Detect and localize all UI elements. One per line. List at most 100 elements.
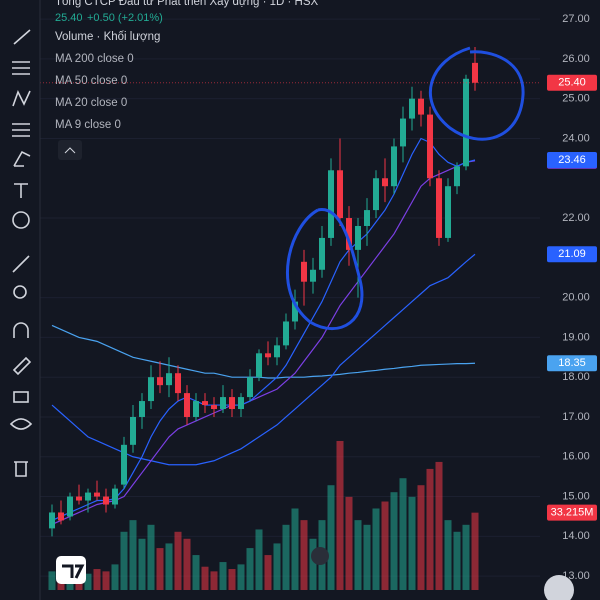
candle-body (274, 345, 280, 358)
candle-body (400, 118, 406, 147)
volume-bar (210, 571, 218, 590)
volume-bar (336, 440, 344, 590)
volume-bar (372, 508, 380, 590)
candle-body (391, 146, 397, 187)
ma-value-label: 23.46 (558, 154, 586, 166)
candle-body (310, 269, 316, 282)
text-tool[interactable] (14, 183, 28, 198)
magnet-tool[interactable] (13, 322, 29, 338)
volume-bar (111, 564, 119, 590)
candle-body (238, 397, 244, 410)
volume-bar (255, 529, 263, 590)
volume-bar (309, 538, 317, 590)
y-tick-label: 26.00 (562, 53, 590, 65)
volume-bar (93, 569, 101, 590)
volume-value-label-bg (547, 504, 597, 521)
candle-body (139, 401, 145, 417)
pattern-tool[interactable] (12, 89, 31, 107)
candle-body (67, 496, 73, 517)
emoji-tool[interactable] (12, 211, 30, 229)
candle-body (346, 218, 352, 250)
trend-tool[interactable] (13, 29, 31, 45)
candle-body (472, 62, 478, 83)
ma-line (51, 137, 476, 521)
visibility-tool[interactable] (9, 418, 33, 430)
volume-bar (102, 571, 110, 590)
collapse-button[interactable] (58, 140, 82, 160)
hand-circle (428, 46, 525, 141)
candle-body (211, 405, 217, 410)
candle-body (454, 166, 460, 187)
candle-body (256, 353, 262, 378)
candle-body (382, 178, 388, 187)
volume-bar (417, 485, 425, 590)
legend-entry: MA 9 close 0 (55, 119, 121, 131)
ma-value-label: 18.35 (558, 357, 586, 369)
fib-tool[interactable] (12, 123, 30, 137)
scroll-button[interactable] (544, 575, 574, 600)
y-tick-label: 16.00 (562, 451, 590, 463)
volume-bar (327, 485, 335, 590)
volume-bar (120, 531, 128, 590)
candle-body (355, 225, 361, 250)
volume-bar (165, 543, 173, 590)
candle-body (373, 178, 379, 211)
candle-body (49, 512, 55, 529)
ma-value-label-bg (547, 246, 597, 263)
collapse-icon (64, 147, 76, 154)
candle-body (283, 321, 289, 346)
candle-body (418, 98, 424, 115)
candle-body (445, 186, 451, 238)
volume-bar (237, 564, 245, 590)
volume-bar (228, 569, 236, 590)
y-tick-label: 25.00 (562, 93, 590, 105)
toolbar (9, 0, 41, 600)
hand-circle (286, 208, 364, 331)
ma-value-label-bg (547, 151, 597, 168)
volume-bar (138, 538, 146, 590)
candle-body (463, 78, 469, 167)
volume-bar (129, 520, 137, 590)
y-tick-label: 15.00 (562, 490, 590, 502)
delete-tool[interactable] (14, 461, 28, 477)
candle-body (427, 114, 433, 179)
candle-body (112, 488, 118, 505)
zoom-tool[interactable] (13, 285, 27, 299)
quote-price: 25.40 (55, 12, 83, 24)
ruler-tool[interactable] (12, 255, 30, 273)
candle-body (166, 373, 172, 386)
reset-button[interactable] (311, 547, 329, 565)
ma-value-label: 21.09 (558, 248, 586, 260)
ma-line (51, 324, 476, 379)
volume-bar (471, 512, 479, 590)
volume-bar (381, 501, 389, 590)
candle-body (292, 301, 298, 322)
quote-change: +0.50 (+2.01%) (87, 12, 163, 24)
lines-tool[interactable] (12, 61, 30, 75)
y-tick-label: 17.00 (562, 411, 590, 423)
candle-body (157, 377, 163, 386)
y-tick-label: 22.00 (562, 212, 590, 224)
volume-bar (408, 496, 416, 590)
candle-body (58, 512, 64, 521)
candle-body (436, 178, 442, 238)
volume-bar (453, 531, 461, 590)
volume-bar (264, 555, 272, 590)
candle-body (148, 377, 154, 402)
candle-body (409, 98, 415, 119)
brush-tool[interactable] (13, 150, 31, 167)
candle-body (193, 401, 199, 417)
pencil-lock[interactable] (12, 356, 32, 376)
lock-tool[interactable] (13, 391, 29, 403)
volume-bar (435, 461, 443, 590)
volume-legend: Volume · Khối lượng (55, 31, 160, 43)
volume-value-label: 33.215M (551, 507, 594, 519)
candle-body (328, 170, 334, 238)
candle-body (337, 170, 343, 219)
chart-title: Tổng CTCP Đầu tư Phát triển Xây dựng · 1… (55, 0, 319, 8)
volume-bar (363, 524, 371, 590)
candle-body (247, 377, 253, 398)
candle-body (202, 401, 208, 406)
